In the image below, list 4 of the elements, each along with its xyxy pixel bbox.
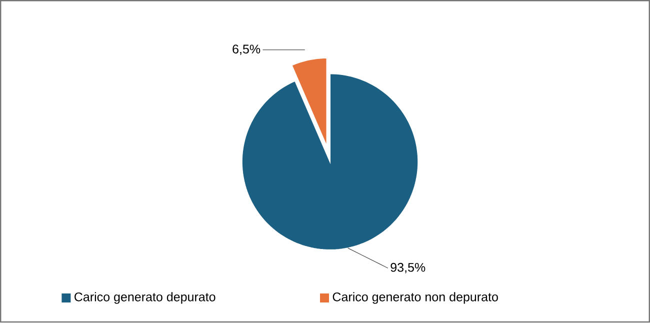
legend-label: Carico generato depurato (74, 292, 216, 304)
legend-label: Carico generato non depurato (332, 292, 498, 304)
data-label: 93,5% (390, 263, 426, 274)
data-label: 6,5% (232, 44, 260, 56)
